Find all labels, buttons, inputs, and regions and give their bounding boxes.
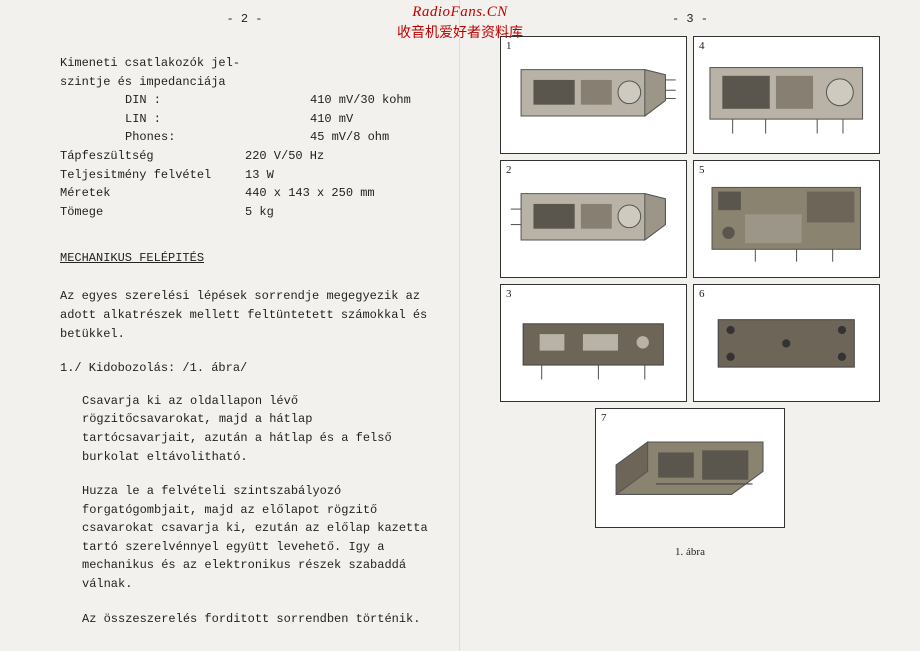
figure-caption: 1. ábra (500, 546, 880, 558)
device-chassis-perspective-icon (605, 421, 774, 515)
figure-7-wrapper: 7 (595, 408, 785, 528)
page-left: - 2 - Kimeneti csatlakozók jel- szintje … (0, 0, 460, 651)
spec-label: Tápfeszültség (60, 147, 245, 166)
subheading: 1./ Kidobozolás: /1. ábra/ (60, 359, 429, 378)
spec-row: Méretek 440 x 143 x 250 mm (60, 184, 429, 203)
device-pcb-top-icon (703, 173, 870, 266)
figure-number: 3 (506, 288, 512, 300)
watermark-cn: 收音机爱好者资料库 (397, 22, 523, 42)
section-title: MECHANIKUS FELÉPITÉS (60, 251, 429, 265)
spec-value: 220 V/50 Hz (245, 147, 429, 166)
figure-cell-2: 2 (500, 160, 687, 278)
figure-number: 5 (699, 164, 705, 176)
page-number-right: - 3 - (500, 12, 880, 26)
spec-label: Tömege (60, 203, 245, 222)
specs-intro-line1: Kimeneti csatlakozók jel- (60, 54, 429, 73)
figure-number: 6 (699, 288, 705, 300)
figure-cell-7: 7 (595, 408, 785, 528)
paragraph: Huzza le a felvételi szintszabályozó for… (60, 482, 429, 594)
page-number-left: - 2 - (60, 12, 429, 26)
device-faceplate-icon (703, 49, 870, 142)
spec-row: Phones: 45 mV/8 ohm (60, 128, 429, 147)
figure-cell-1: 1 (500, 36, 687, 154)
spec-label: DIN : (60, 91, 310, 110)
specs-intro-line2: szintje és impedanciája (60, 73, 429, 92)
figure-grid: 1 4 (500, 36, 880, 402)
spec-row: DIN : 410 mV/30 kohm (60, 91, 429, 110)
spec-row: Tápfeszültség 220 V/50 Hz (60, 147, 429, 166)
specs-block: Kimeneti csatlakozók jel- szintje és imp… (60, 54, 429, 221)
spec-row: Teljesitmény felvétel 13 W (60, 166, 429, 185)
device-front-perspective-icon (510, 49, 677, 142)
watermark-en: RadioFans.CN (412, 4, 508, 21)
page-right: - 3 - 1 4 (460, 0, 920, 651)
figure-cell-6: 6 (693, 284, 880, 402)
spec-label: Méretek (60, 184, 245, 203)
spec-value: 410 mV/30 kohm (310, 91, 429, 110)
figure-number: 2 (506, 164, 512, 176)
figure-number: 7 (601, 412, 607, 424)
spec-value: 13 W (245, 166, 429, 185)
page-spread: - 2 - Kimeneti csatlakozók jel- szintje … (0, 0, 920, 651)
figure-cell-3: 3 (500, 284, 687, 402)
spec-value: 410 mV (310, 110, 429, 129)
spec-value: 5 kg (245, 203, 429, 222)
spec-value: 45 mV/8 ohm (310, 128, 429, 147)
paragraph: Csavarja ki az oldallapon lévő rögzitőcs… (60, 392, 429, 466)
device-front-perspective-icon (510, 173, 677, 266)
figure-cell-4: 4 (693, 36, 880, 154)
spec-label: LIN : (60, 110, 310, 129)
spec-label: Phones: (60, 128, 310, 147)
spec-label: Teljesitmény felvétel (60, 166, 245, 185)
paragraph: Az egyes szerelési lépések sorrendje meg… (60, 287, 429, 343)
figure-cell-5: 5 (693, 160, 880, 278)
device-bottom-icon (703, 297, 870, 390)
device-rear-panel-icon (510, 297, 677, 390)
paragraph: Az összeszerelés forditott sorrendben tö… (60, 610, 429, 629)
figure-number: 4 (699, 40, 705, 52)
spec-row: LIN : 410 mV (60, 110, 429, 129)
spec-value: 440 x 143 x 250 mm (245, 184, 429, 203)
spec-row: Tömege 5 kg (60, 203, 429, 222)
